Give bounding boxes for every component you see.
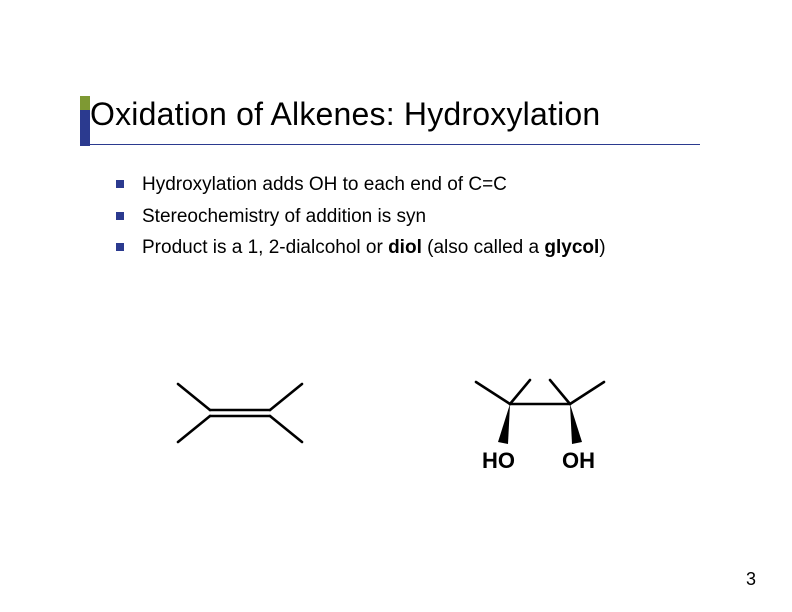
title-block: Oxidation of Alkenes: Hydroxylation bbox=[90, 96, 600, 133]
page-number: 3 bbox=[746, 569, 756, 590]
bullet-text: Product is a 1, 2-dialcohol or diol (als… bbox=[142, 235, 606, 261]
list-item: Product is a 1, 2-dialcohol or diol (als… bbox=[116, 235, 716, 261]
title-accent-icon bbox=[80, 96, 90, 146]
label-ho: HO bbox=[482, 448, 515, 473]
list-item: Stereochemistry of addition is syn bbox=[116, 204, 716, 230]
title-underline bbox=[80, 144, 700, 145]
bullet-marker-icon bbox=[116, 212, 124, 220]
chemistry-diagrams: HO OH bbox=[100, 330, 700, 500]
list-item: Hydroxylation adds OH to each end of C=C bbox=[116, 172, 716, 198]
bullet-list: Hydroxylation adds OH to each end of C=C… bbox=[116, 172, 716, 267]
page-title: Oxidation of Alkenes: Hydroxylation bbox=[90, 96, 600, 133]
bullet-marker-icon bbox=[116, 180, 124, 188]
label-oh: OH bbox=[562, 448, 595, 473]
alkene-structure-icon bbox=[140, 340, 340, 480]
wedge-right-icon bbox=[570, 404, 582, 444]
bullet-text: Hydroxylation adds OH to each end of C=C bbox=[142, 172, 507, 198]
wedge-left-icon bbox=[498, 404, 510, 444]
bullet-text: Stereochemistry of addition is syn bbox=[142, 204, 426, 230]
slide: Oxidation of Alkenes: Hydroxylation Hydr… bbox=[0, 0, 792, 612]
accent-top bbox=[80, 96, 90, 110]
accent-bottom bbox=[80, 110, 90, 146]
diol-structure-icon: HO OH bbox=[420, 330, 660, 500]
bullet-marker-icon bbox=[116, 243, 124, 251]
